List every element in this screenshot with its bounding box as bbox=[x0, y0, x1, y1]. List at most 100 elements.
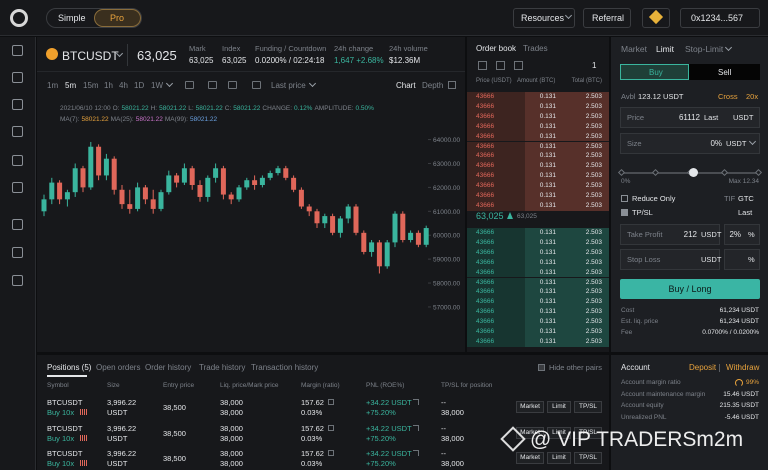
interval[interactable]: 1m bbox=[47, 81, 59, 90]
account-action[interactable]: Deposit bbox=[689, 363, 717, 372]
referral-link[interactable]: Referral bbox=[592, 13, 625, 23]
interval[interactable]: 1D bbox=[134, 81, 145, 90]
price-input[interactable] bbox=[620, 107, 760, 128]
positions-tab[interactable]: Transaction history bbox=[251, 363, 319, 372]
wallet-btn[interactable] bbox=[680, 8, 760, 28]
nav-icon[interactable] bbox=[12, 99, 23, 110]
nav-icon[interactable] bbox=[12, 72, 23, 83]
resources-btn[interactable] bbox=[513, 8, 575, 28]
leverage[interactable]: 20x bbox=[746, 92, 759, 101]
position-action[interactable]: Market bbox=[520, 428, 540, 436]
view-tab[interactable]: Depth bbox=[422, 81, 444, 90]
margin-mode[interactable]: Cross bbox=[718, 92, 738, 101]
order-type-tab[interactable]: Stop-Limit bbox=[685, 44, 724, 54]
input-value: 0% bbox=[710, 139, 722, 148]
position-action-btn[interactable] bbox=[574, 401, 602, 413]
position-action[interactable]: TP/SL bbox=[578, 403, 598, 410]
price-type[interactable]: Last price bbox=[271, 81, 306, 90]
nav-icon[interactable] bbox=[12, 45, 23, 56]
position-action[interactable]: Market bbox=[520, 403, 540, 410]
position-action[interactable]: TP/SL bbox=[578, 428, 598, 436]
nav-icon[interactable] bbox=[12, 247, 23, 258]
book-view-icon[interactable] bbox=[514, 61, 523, 70]
interval[interactable]: 4h bbox=[119, 81, 128, 90]
nav-icon[interactable] bbox=[12, 182, 23, 193]
position-action-btn[interactable] bbox=[516, 452, 544, 464]
position-action-btn[interactable] bbox=[574, 426, 602, 439]
checkbox[interactable] bbox=[621, 195, 628, 202]
nav-icon[interactable] bbox=[12, 126, 23, 137]
side-label[interactable]: Buy bbox=[649, 68, 663, 77]
slider-knob[interactable] bbox=[689, 168, 698, 177]
submit-btn[interactable] bbox=[620, 279, 760, 299]
tool-icon[interactable] bbox=[185, 81, 194, 89]
book-tab[interactable]: Order book bbox=[476, 44, 517, 53]
tool-icon[interactable] bbox=[208, 81, 217, 89]
tool-icon[interactable] bbox=[252, 81, 261, 89]
nav-icon[interactable] bbox=[12, 155, 23, 166]
book-group[interactable]: 1 bbox=[592, 61, 597, 70]
wallet-address[interactable]: 0x1234...567 bbox=[691, 13, 744, 23]
tpsl-trigger[interactable]: Last bbox=[738, 208, 753, 217]
fullscreen-icon[interactable] bbox=[448, 81, 456, 89]
positions-tab[interactable]: Open orders bbox=[96, 363, 141, 372]
resources-link[interactable]: Resources bbox=[521, 13, 565, 23]
edit-icon[interactable] bbox=[328, 424, 334, 431]
side-label[interactable]: Sell bbox=[718, 68, 732, 77]
position-action[interactable]: Limit bbox=[552, 403, 566, 410]
account-action[interactable]: Withdraw bbox=[726, 363, 760, 372]
position-action[interactable]: Limit bbox=[552, 428, 566, 436]
position-action[interactable]: Market bbox=[520, 454, 540, 461]
share-icon[interactable] bbox=[413, 424, 419, 431]
book-tab[interactable]: Trades bbox=[523, 44, 548, 53]
mode-active[interactable] bbox=[94, 9, 141, 27]
book-view-icon[interactable] bbox=[496, 61, 505, 70]
position-action[interactable]: Limit bbox=[552, 454, 566, 461]
order-type-tab[interactable]: Market bbox=[621, 44, 647, 54]
positions-tab[interactable]: Trade history bbox=[199, 363, 246, 372]
position-action-btn[interactable] bbox=[516, 401, 544, 413]
nav-icon[interactable] bbox=[12, 275, 23, 286]
position-action-btn[interactable] bbox=[516, 426, 544, 439]
nav-icon[interactable] bbox=[12, 219, 23, 230]
edit-icon[interactable] bbox=[328, 399, 334, 405]
tif-value[interactable]: GTC bbox=[738, 194, 754, 203]
position-size: 3,996.22 bbox=[107, 398, 137, 407]
tp-input[interactable] bbox=[620, 224, 720, 245]
positions-tab[interactable]: Order history bbox=[145, 363, 192, 372]
tool-icon[interactable] bbox=[228, 81, 237, 89]
view-tab[interactable]: Chart bbox=[396, 81, 416, 90]
size-input[interactable] bbox=[620, 133, 760, 154]
tp-percent[interactable] bbox=[724, 224, 760, 245]
positions-tab[interactable]: Positions (5) bbox=[47, 363, 92, 372]
symbol[interactable]: BTCUSDT bbox=[62, 49, 119, 63]
position-action[interactable]: TP/SL bbox=[578, 454, 598, 461]
order-type-tab[interactable]: Limit bbox=[656, 44, 674, 54]
position-size-unit: USDT bbox=[107, 408, 128, 417]
network-btn[interactable] bbox=[642, 8, 670, 28]
mode-toggle[interactable] bbox=[46, 8, 142, 28]
referral-btn[interactable] bbox=[583, 8, 631, 28]
checkbox[interactable] bbox=[621, 209, 628, 216]
position-action-btn[interactable] bbox=[547, 401, 571, 413]
side-sell[interactable] bbox=[689, 64, 760, 80]
checkbox[interactable] bbox=[538, 364, 545, 371]
side-buy[interactable] bbox=[620, 64, 689, 80]
book-price: 43666 bbox=[476, 298, 495, 306]
mode-option[interactable]: Pro bbox=[110, 13, 125, 23]
interval[interactable]: 1h bbox=[104, 81, 113, 90]
mode-option[interactable]: Simple bbox=[58, 13, 86, 23]
interval[interactable]: 5m bbox=[65, 81, 77, 90]
position-action-btn[interactable] bbox=[547, 452, 571, 464]
interval[interactable]: 1W bbox=[151, 81, 163, 90]
edit-icon[interactable] bbox=[328, 450, 334, 456]
position-action-btn[interactable] bbox=[574, 452, 602, 464]
share-icon[interactable] bbox=[413, 450, 419, 456]
position-action-btn[interactable] bbox=[547, 426, 571, 439]
book-view-icon[interactable] bbox=[478, 61, 487, 70]
submit-label[interactable]: Buy / Long bbox=[668, 284, 712, 294]
sl-input[interactable] bbox=[620, 249, 720, 270]
interval[interactable]: 15m bbox=[83, 81, 99, 90]
sl-percent[interactable] bbox=[724, 249, 760, 270]
share-icon[interactable] bbox=[413, 399, 419, 405]
